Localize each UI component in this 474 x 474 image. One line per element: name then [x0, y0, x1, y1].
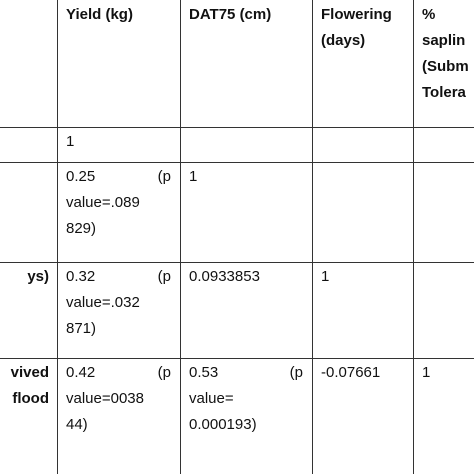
cell-line: 0.32 (p — [66, 268, 171, 285]
cell-line: 1 — [321, 268, 330, 285]
row-border — [0, 127, 474, 128]
cell-line: -0.07661 — [321, 364, 381, 381]
cell-line: 1 — [422, 364, 431, 381]
table-cell: ys) — [0, 264, 49, 290]
cell-line: Yield (kg) — [66, 6, 133, 23]
cell-line: 1 — [189, 168, 198, 185]
table-cell: 0.25 (p value=.089 829) — [66, 164, 171, 242]
cell-line: DAT75 (cm) — [189, 6, 272, 23]
cell-line: % — [422, 6, 436, 23]
table-cell: 0.0933853 — [189, 264, 303, 290]
table-cell: 1 — [422, 360, 474, 386]
cell-line: Tolera — [422, 84, 466, 101]
cell-line: 0.42 (p — [66, 364, 171, 381]
cell-line: 1 — [66, 133, 75, 150]
row-border — [0, 262, 474, 263]
table-cell: Flowering (days) — [321, 2, 404, 54]
column-border — [180, 0, 181, 474]
cell-line: 0.53 (p — [189, 364, 303, 381]
cell-line: 829) — [66, 220, 97, 237]
cell-line: (Subm — [422, 58, 469, 75]
row-border — [0, 162, 474, 163]
cell-line: 44) — [66, 416, 88, 433]
cell-line: value=0038 — [66, 390, 144, 407]
table-cell: 1 — [189, 164, 303, 190]
cell-line: value= — [189, 390, 234, 407]
cell-line: 0.000193) — [189, 416, 257, 433]
cell-line: value=.089 — [66, 194, 140, 211]
table-cell: DAT75 (cm) — [189, 2, 303, 28]
table-cell: vived flood — [0, 360, 49, 412]
table-cell: 1 — [321, 264, 404, 290]
table-cell: Yield (kg) — [66, 2, 171, 28]
cell-line: (days) — [321, 32, 366, 49]
cell-line: saplin — [422, 32, 466, 49]
column-border — [413, 0, 414, 474]
cell-line: Flowering — [321, 6, 392, 23]
column-border — [57, 0, 58, 474]
table-cell: 0.53 (p value= 0.000193) — [189, 360, 303, 438]
cell-line: value=.032 — [66, 294, 140, 311]
cell-line: flood — [12, 390, 49, 407]
table-cell: -0.07661 — [321, 360, 404, 386]
cell-line: 0.25 (p — [66, 168, 171, 185]
cell-line: vived — [10, 364, 49, 381]
row-border — [0, 358, 474, 359]
table-cell: 0.32 (p value=.032 871) — [66, 264, 171, 342]
table-cell: 0.42 (p value=0038 44) — [66, 360, 171, 438]
table-cell: % saplin (Subm Tolera — [422, 2, 474, 106]
cell-line: ys) — [27, 268, 49, 285]
column-border — [312, 0, 313, 474]
table-cell: 1 — [66, 129, 171, 155]
cell-line: 0.0933853 — [189, 268, 260, 285]
cell-line: 871) — [66, 320, 97, 337]
